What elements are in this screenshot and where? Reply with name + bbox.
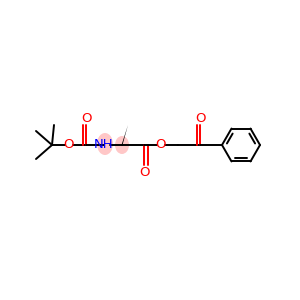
Text: O: O — [139, 166, 149, 178]
Polygon shape — [122, 125, 128, 145]
Text: O: O — [64, 139, 74, 152]
Text: O: O — [156, 139, 166, 152]
Ellipse shape — [115, 136, 129, 154]
Text: NH: NH — [94, 139, 114, 152]
Text: O: O — [81, 112, 91, 124]
Text: O: O — [195, 112, 205, 124]
Ellipse shape — [97, 133, 113, 155]
